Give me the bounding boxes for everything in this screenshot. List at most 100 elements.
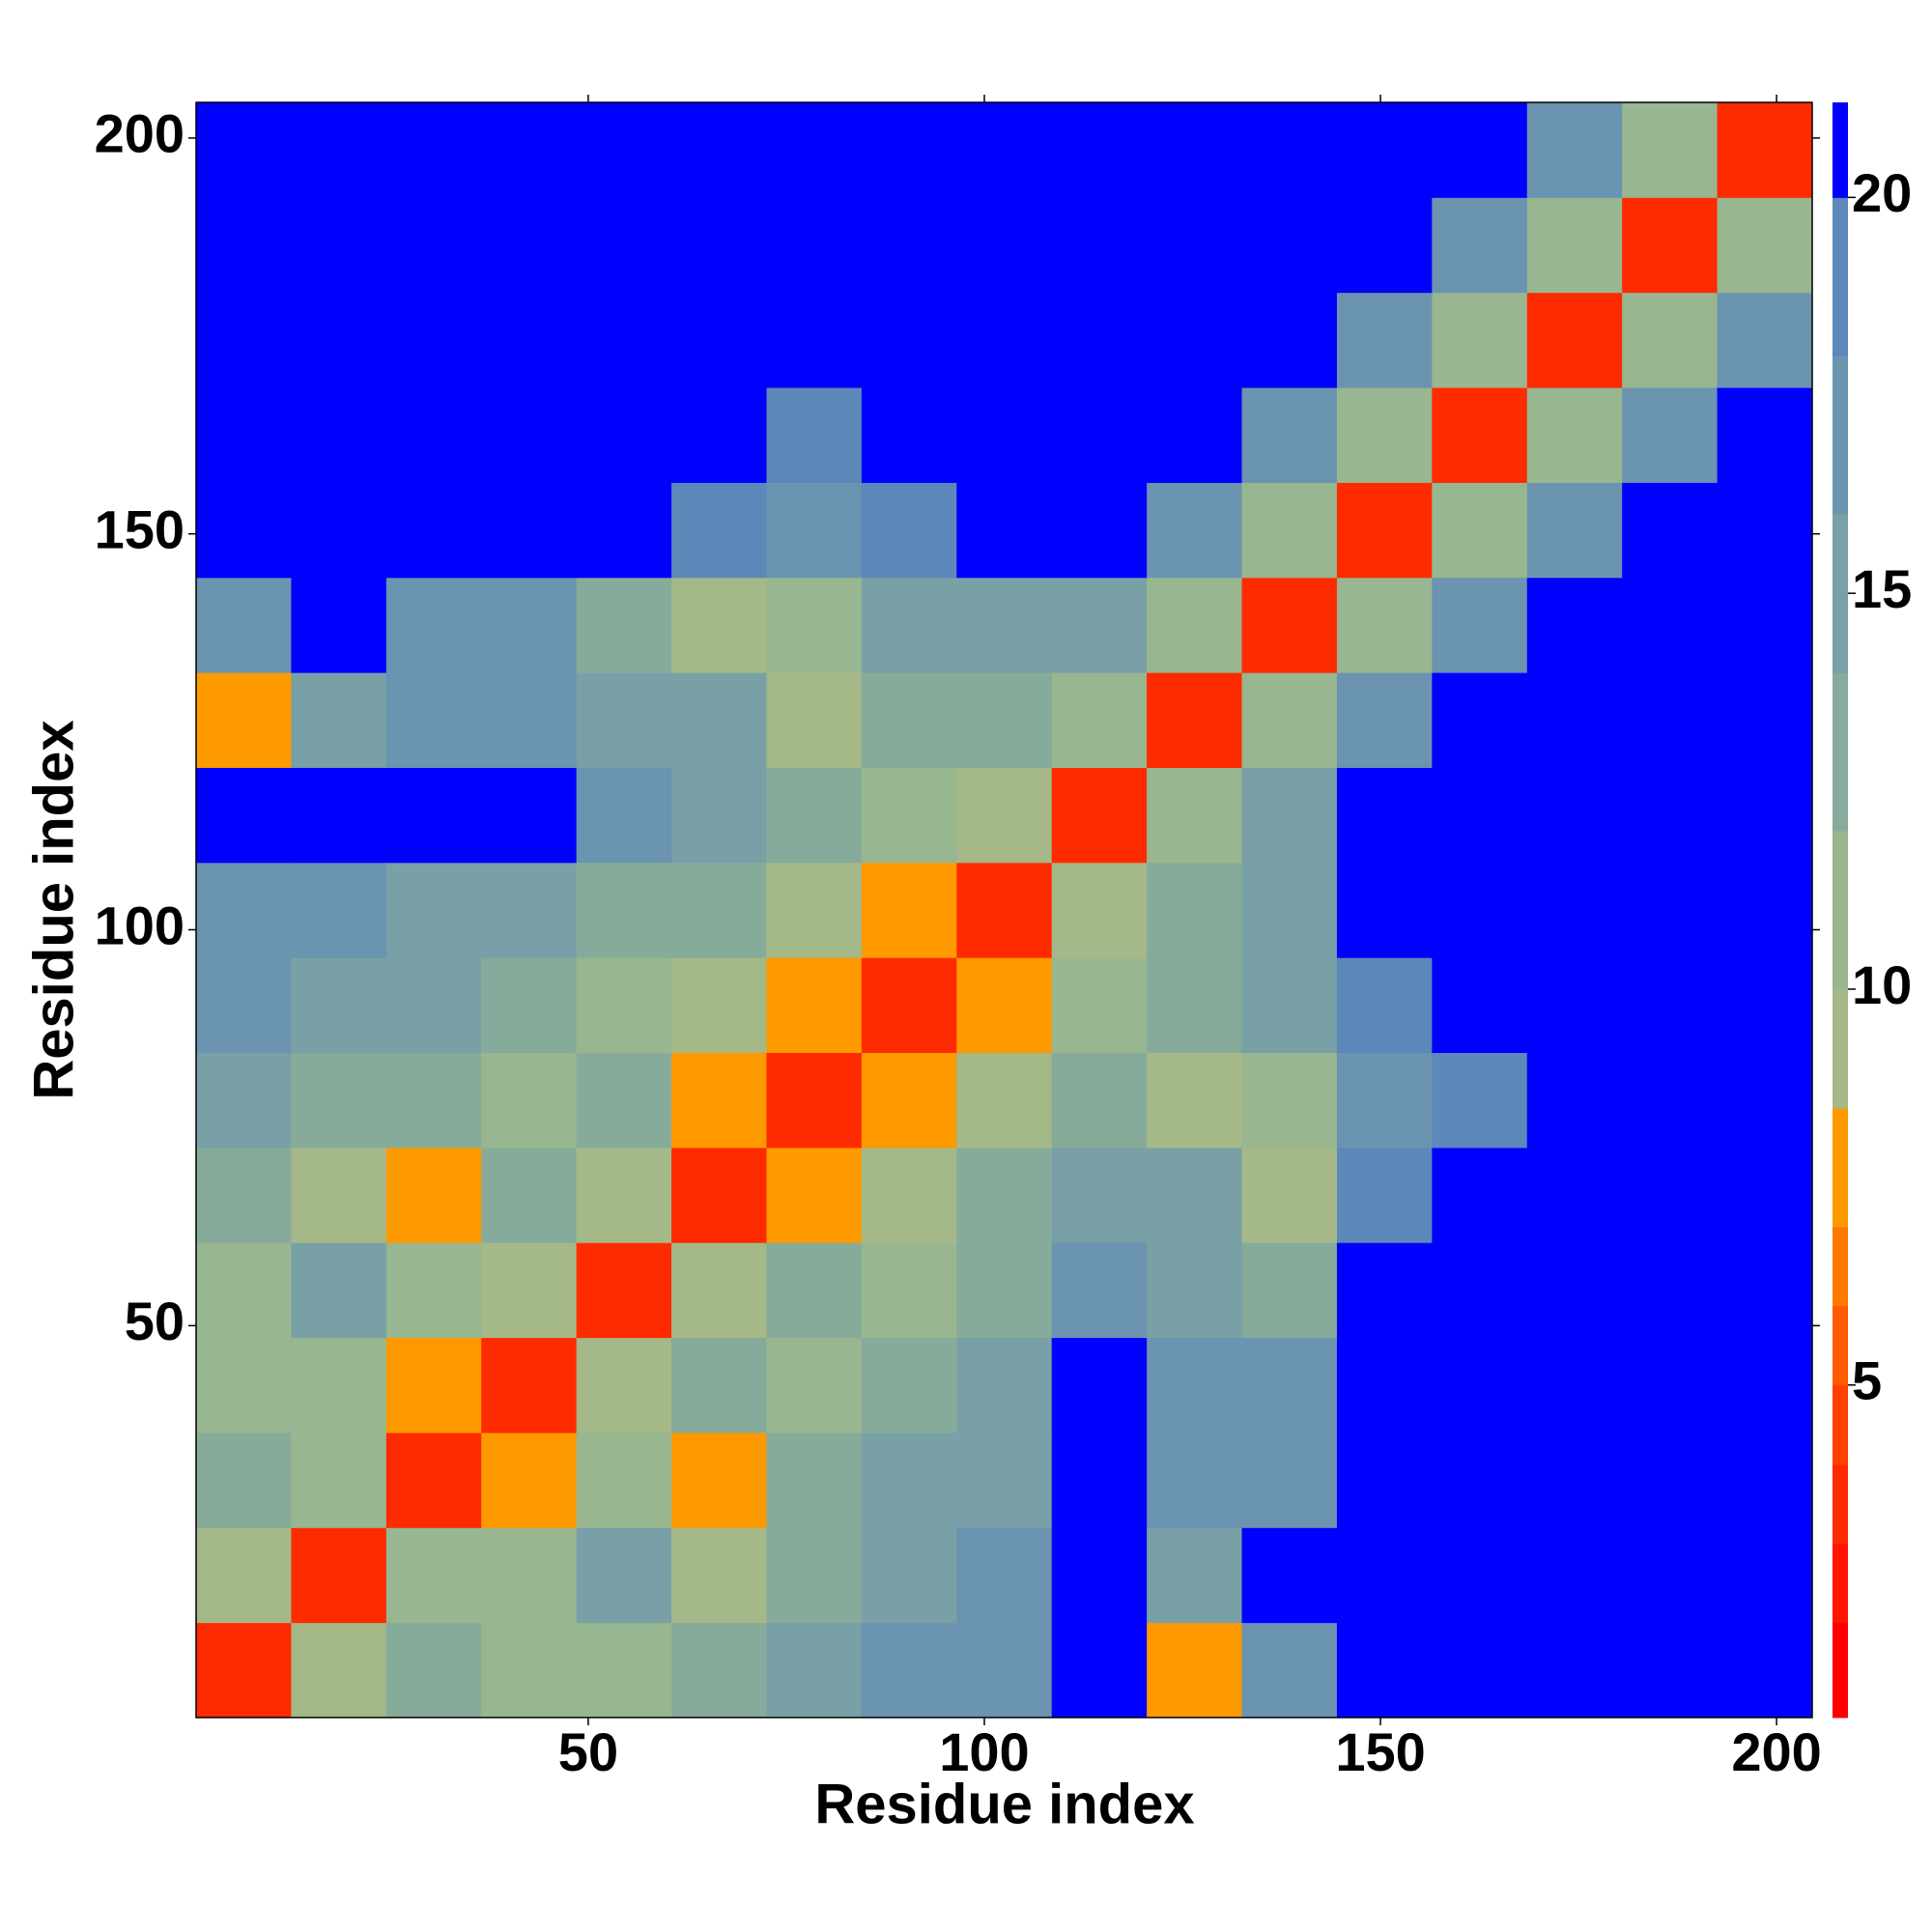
heat-cell <box>1526 1622 1623 1719</box>
heat-cell <box>861 1242 957 1339</box>
heat-cell <box>671 577 767 673</box>
heat-cell <box>576 1432 672 1528</box>
heat-cell <box>1717 1622 1813 1719</box>
heat-cell <box>1051 862 1148 958</box>
heat-cell <box>576 197 672 294</box>
heat-cell <box>1241 672 1338 768</box>
heat-cell <box>576 1147 672 1243</box>
heat-cell <box>1432 1337 1528 1434</box>
heat-cell <box>196 577 292 673</box>
heat-cell <box>576 672 672 768</box>
heat-cell <box>196 672 292 768</box>
heat-cell <box>1051 1337 1148 1434</box>
heat-cell <box>576 957 672 1054</box>
y-axis-title: Residue index <box>22 720 85 1099</box>
heat-cell <box>1622 1052 1719 1149</box>
x-tick-label: 100 <box>939 1721 1029 1782</box>
heat-cell <box>196 1147 292 1243</box>
heat-cell <box>196 1242 292 1339</box>
heat-cell <box>1432 482 1528 579</box>
heat-cell <box>956 577 1053 673</box>
heat-cell <box>766 767 863 864</box>
heat-cell <box>766 1147 863 1243</box>
heat-cell <box>481 1147 578 1243</box>
heat-cell <box>956 1432 1053 1528</box>
heat-cell <box>576 1527 672 1624</box>
heat-cell <box>1622 292 1719 388</box>
heat-cell <box>481 102 578 198</box>
heat-cell <box>1526 862 1623 958</box>
heat-cell <box>671 1242 767 1339</box>
heat-cell <box>1432 1242 1528 1339</box>
heat-cell <box>196 102 292 198</box>
heat-cell <box>1241 1052 1338 1149</box>
heat-cell <box>196 1337 292 1434</box>
heat-cell <box>576 862 672 958</box>
heat-cell <box>576 1622 672 1719</box>
heat-cell <box>1336 1052 1433 1149</box>
heat-cell <box>766 1432 863 1528</box>
heat-cell <box>1622 1432 1719 1528</box>
heat-cell <box>1241 1527 1338 1624</box>
x-tick-label: 50 <box>558 1721 618 1782</box>
heat-cell <box>1147 862 1243 958</box>
heat-cell <box>1526 1432 1623 1528</box>
heat-cell <box>766 672 863 768</box>
heat-cell <box>576 1052 672 1149</box>
heat-cell <box>766 1052 863 1149</box>
heat-cell <box>1051 957 1148 1054</box>
heat-cell <box>1526 577 1623 673</box>
colorbar-segment <box>1833 102 1848 198</box>
heat-cell <box>766 102 863 198</box>
heat-cell <box>385 482 482 579</box>
heat-cell <box>481 957 578 1054</box>
heat-cell <box>956 1527 1053 1624</box>
heat-cell <box>861 1147 957 1243</box>
heat-cell <box>766 1337 863 1434</box>
heat-cell <box>956 1052 1053 1149</box>
heat-cell <box>1336 197 1433 294</box>
heat-cell <box>1432 387 1528 483</box>
heat-cell <box>956 1147 1053 1243</box>
heat-cell <box>671 387 767 483</box>
heat-cell <box>481 672 578 768</box>
heat-cell <box>1622 672 1719 768</box>
colorbar-segment <box>1833 1107 1848 1228</box>
heat-cell <box>1241 767 1338 864</box>
heat-cell <box>1336 1527 1433 1624</box>
heat-cell <box>1432 577 1528 673</box>
heat-cell <box>576 482 672 579</box>
heatmap-cells <box>196 102 1813 1719</box>
heat-cell <box>1051 767 1148 864</box>
heat-cell <box>1051 387 1148 483</box>
heat-cell <box>1336 482 1433 579</box>
heat-cell <box>1622 482 1719 579</box>
heat-cell <box>1336 672 1433 768</box>
heat-cell <box>671 1337 767 1434</box>
heat-cell <box>766 387 863 483</box>
heat-cell <box>671 292 767 388</box>
y-tick-label: 150 <box>95 498 185 559</box>
heat-cell <box>766 197 863 294</box>
heat-cell <box>481 1052 578 1149</box>
heat-cell <box>1147 102 1243 198</box>
colorbar-segment <box>1833 1226 1848 1307</box>
heat-cell <box>291 292 387 388</box>
heat-cell <box>1051 1052 1148 1149</box>
heat-cell <box>196 1052 292 1149</box>
heat-cell <box>196 197 292 294</box>
heat-cell <box>385 1432 482 1528</box>
heat-cell <box>291 1147 387 1243</box>
heat-cell <box>671 482 767 579</box>
heat-cell <box>196 1432 292 1528</box>
heat-cell <box>956 957 1053 1054</box>
heat-cell <box>1432 292 1528 388</box>
heat-cell <box>861 577 957 673</box>
heat-cell <box>576 767 672 864</box>
heat-cell <box>291 1432 387 1528</box>
heat-cell <box>1622 102 1719 198</box>
heat-cell <box>1526 292 1623 388</box>
x-axis-title: Residue index <box>814 1773 1194 1835</box>
heat-cell <box>1717 1432 1813 1528</box>
heat-cell <box>1622 1242 1719 1339</box>
